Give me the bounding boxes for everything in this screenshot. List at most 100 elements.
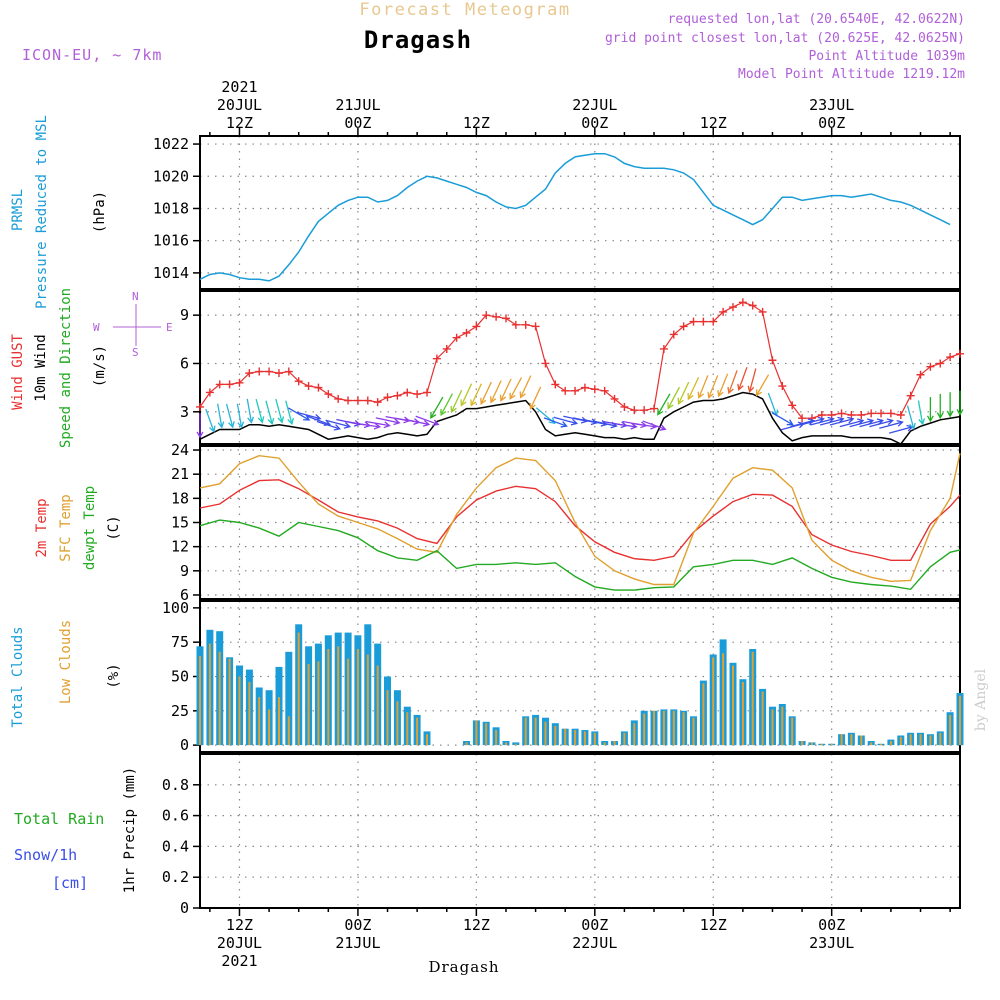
- top-time-label: 2021: [221, 78, 257, 96]
- wind-gust-marker: [541, 359, 550, 368]
- wind-direction-arrow: [509, 377, 523, 400]
- wind-gust-marker: [324, 390, 333, 399]
- wind-side-label: Speed and Direction: [58, 288, 74, 448]
- bottom-time-label: 23JUL: [809, 934, 854, 952]
- precip-unit-label: 1hr Precip (mm): [122, 767, 138, 893]
- total-cloud-bar: [285, 651, 293, 746]
- wind-gust-marker: [886, 409, 895, 418]
- low-cloud-bar: [919, 734, 922, 746]
- wind-gust-marker: [501, 314, 510, 323]
- precip-ytick-label: 0.2: [162, 868, 189, 886]
- wind-gust-marker: [857, 411, 866, 420]
- low-cloud-bar: [495, 730, 498, 746]
- low-cloud-bar: [603, 742, 606, 746]
- low-cloud-bar: [514, 743, 517, 746]
- wind-gust-marker: [827, 411, 836, 420]
- dewpt-line: [199, 519, 961, 591]
- low-cloud-bar: [672, 710, 675, 746]
- location-title: Dragash: [364, 26, 472, 54]
- wind-gust-marker: [432, 354, 441, 363]
- low-cloud-bar: [238, 676, 241, 746]
- wind-direction-arrow: [829, 416, 855, 426]
- wind-direction-arrow: [529, 386, 542, 410]
- wind-direction-arrow: [285, 400, 294, 426]
- bottom-time-label: 22JUL: [572, 934, 617, 952]
- clouds-side-label: Low Clouds: [58, 620, 74, 704]
- wind-direction-arrow: [450, 389, 463, 414]
- low-cloud-bar: [465, 742, 468, 746]
- bottom-time-label: 20JUL: [217, 934, 262, 952]
- wind-gust-marker: [294, 377, 303, 386]
- low-cloud-bar: [347, 658, 350, 746]
- top-time-label: 22JUL: [572, 96, 617, 114]
- low-cloud-bar: [268, 709, 271, 746]
- wind-direction-arrow: [906, 405, 916, 431]
- wind-gust-marker: [482, 311, 491, 320]
- low-cloud-bar: [564, 728, 567, 746]
- low-cloud-bar: [850, 734, 853, 746]
- requested-coords: requested lon,lat (20.6540E, 42.0622N): [668, 12, 965, 27]
- wind-direction-arrow: [879, 420, 904, 429]
- clouds-layer: [196, 624, 964, 746]
- wind-gust-marker: [225, 380, 234, 389]
- wind-gust-marker: [344, 396, 353, 405]
- wind-gust-marker: [423, 388, 432, 397]
- wind-direction-arrow: [519, 375, 532, 399]
- wind-direction-arrow: [490, 380, 502, 404]
- wind-layer: [196, 298, 964, 445]
- low-cloud-bar: [278, 697, 280, 746]
- wind-frame: [199, 290, 961, 445]
- wind-direction-arrow: [246, 398, 254, 424]
- low-cloud-bar: [475, 720, 478, 746]
- wind-gust-marker: [659, 344, 668, 353]
- bottom-time-label: 12Z: [463, 916, 490, 934]
- temperature-ytick-label: 24: [171, 441, 189, 459]
- wind-gust-marker: [669, 330, 678, 339]
- low-cloud-bar: [406, 712, 409, 746]
- wind-gust-marker: [768, 356, 777, 365]
- top-time-label: 00Z: [344, 114, 371, 132]
- temperature-ytick-label: 15: [171, 514, 189, 532]
- wind-direction-arrow: [889, 424, 914, 434]
- wind-gust-marker: [235, 378, 244, 387]
- pressure-ytick-label: 1022: [153, 135, 189, 153]
- wind-direction-arrow: [287, 407, 311, 421]
- top-time-label: 00Z: [818, 114, 845, 132]
- low-cloud-bar: [781, 706, 784, 746]
- wind-gust-line: [199, 301, 961, 419]
- wind-gust-marker: [452, 333, 461, 342]
- low-cloud-bar: [426, 734, 428, 746]
- wind-gust-marker: [521, 320, 530, 329]
- wind-direction-arrow: [255, 398, 265, 424]
- wind-ytick-label: 3: [180, 403, 189, 421]
- wind-direction-arrow: [553, 416, 579, 426]
- compass-e: E: [166, 321, 173, 334]
- wind-side-label: (m/s): [92, 345, 108, 387]
- panel-frames: 1014 1016 1018 1020 1022 3 6 9 6 9 12 15 18 21 24 0 25 50…: [153, 128, 961, 917]
- wind-direction-arrow: [917, 400, 926, 426]
- bottom-time-label: 00Z: [344, 916, 371, 934]
- wind-direction-arrow: [306, 415, 331, 426]
- wind-direction-arrow: [936, 393, 944, 420]
- wind-gust-marker: [709, 317, 718, 326]
- clouds-ytick-label: 0: [180, 736, 189, 754]
- bottom-time-label: 21JUL: [335, 934, 380, 952]
- wind-gust-marker: [946, 353, 955, 362]
- low-cloud-bar: [702, 683, 705, 746]
- wind-direction-arrow: [790, 418, 815, 428]
- low-cloud-bar: [830, 743, 833, 746]
- low-cloud-bar: [583, 731, 586, 746]
- low-cloud-bar: [682, 712, 685, 746]
- low-cloud-bar: [771, 709, 774, 746]
- low-cloud-bar: [909, 734, 912, 746]
- low-cloud-bar: [327, 649, 330, 746]
- low-cloud-bar: [505, 742, 507, 746]
- wind-gust-marker: [877, 409, 886, 418]
- top-time-label: 23JUL: [809, 96, 854, 114]
- wind-gust-marker: [284, 367, 293, 376]
- clouds-ytick-label: 50: [171, 668, 189, 686]
- temperature-frame: [199, 445, 961, 600]
- wind-gust-marker: [630, 406, 639, 415]
- low-cloud-bar: [712, 657, 715, 746]
- wind-gust-marker: [215, 380, 224, 389]
